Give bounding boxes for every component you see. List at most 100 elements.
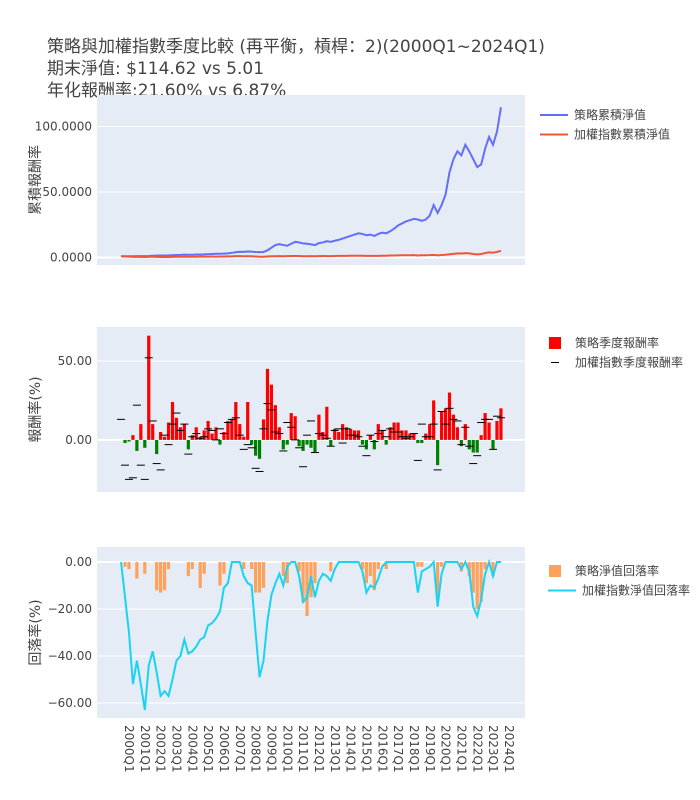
bar xyxy=(384,562,388,570)
bar xyxy=(210,433,214,440)
bar xyxy=(123,562,127,567)
bar xyxy=(471,562,475,593)
bar xyxy=(372,562,376,591)
bar xyxy=(186,562,190,577)
bar xyxy=(436,562,440,600)
bar xyxy=(143,439,147,448)
bar xyxy=(170,402,175,440)
bar xyxy=(309,439,313,448)
bar xyxy=(467,439,471,450)
x-tick-label: 2017Q1 xyxy=(391,725,405,773)
bar xyxy=(420,439,424,444)
bar xyxy=(250,439,254,445)
x-tick-label: 2012Q1 xyxy=(312,725,326,773)
x-tick-label: 2007Q1 xyxy=(233,725,247,773)
y-tick-label: 0.00 xyxy=(65,555,92,569)
y-tick-label: 0.00 xyxy=(65,433,92,447)
bar xyxy=(123,439,127,444)
x-tick-label: 2018Q1 xyxy=(407,725,421,773)
bar xyxy=(297,439,301,447)
bar xyxy=(159,432,163,440)
x-tick-label: 2001Q1 xyxy=(138,725,152,773)
bar xyxy=(420,562,424,567)
bar xyxy=(178,427,183,440)
bar xyxy=(139,424,143,440)
y-tick-label: 100.0000 xyxy=(35,119,92,133)
bar xyxy=(265,368,270,440)
bar xyxy=(400,430,404,440)
bar xyxy=(135,439,139,451)
bar xyxy=(222,562,226,574)
bar xyxy=(257,439,262,459)
bar xyxy=(166,562,171,570)
x-tick-label: 2013Q1 xyxy=(328,725,342,773)
bar xyxy=(250,562,254,570)
legend-label: 加權指數淨值回落率 xyxy=(582,583,690,598)
bar xyxy=(127,439,131,442)
bar xyxy=(214,427,218,440)
bar xyxy=(475,439,479,453)
bar xyxy=(388,427,392,440)
chart-title: 期末淨值: $114.62 vs 5.01 xyxy=(47,59,264,79)
bar xyxy=(341,424,345,440)
legend-label: 策略累積淨值 xyxy=(574,107,646,122)
bar xyxy=(222,432,226,440)
x-tick-label: 2005Q1 xyxy=(201,725,215,773)
bar xyxy=(305,562,309,617)
x-tick-label: 2009Q1 xyxy=(265,725,279,773)
bar xyxy=(333,428,337,440)
bar xyxy=(293,416,297,440)
bar xyxy=(273,405,277,440)
bar xyxy=(127,562,131,570)
bar xyxy=(261,562,266,588)
bar xyxy=(479,435,483,440)
line xyxy=(121,249,502,259)
bar xyxy=(487,422,491,440)
bar xyxy=(159,562,163,593)
bar xyxy=(384,439,388,445)
bar xyxy=(451,414,456,440)
bar xyxy=(254,562,258,593)
bar xyxy=(459,439,463,447)
x-tick-label: 2021Q1 xyxy=(454,725,468,773)
bar xyxy=(246,402,250,440)
x-tick-label: 2011Q1 xyxy=(296,725,310,773)
bar xyxy=(491,562,495,577)
legend-symbol xyxy=(549,565,561,577)
bar xyxy=(285,439,289,445)
bar xyxy=(281,439,285,450)
y-tick-label: −40.00 xyxy=(48,649,92,663)
x-tick-label: 2024Q1 xyxy=(502,725,516,773)
bar xyxy=(495,420,499,440)
bar xyxy=(396,422,400,440)
bar xyxy=(131,435,135,440)
bar xyxy=(198,562,202,588)
y-tick-label: −60.00 xyxy=(48,696,92,710)
bar xyxy=(190,562,194,570)
x-tick-label: 2022Q1 xyxy=(470,725,484,773)
bar xyxy=(459,562,463,572)
line xyxy=(120,558,501,711)
bar xyxy=(313,562,317,584)
bar xyxy=(432,400,436,440)
bar xyxy=(337,432,341,440)
bar xyxy=(238,424,242,440)
bar xyxy=(329,562,333,572)
bar xyxy=(257,562,262,593)
bar xyxy=(428,424,432,440)
bar xyxy=(166,422,171,440)
x-tick-label: 2020Q1 xyxy=(439,725,453,773)
bar xyxy=(202,430,206,440)
x-tick-label: 2015Q1 xyxy=(359,725,373,773)
y-tick-label: 0.0000 xyxy=(50,251,92,265)
y-tick-label: 50.00 xyxy=(58,354,92,368)
bar xyxy=(305,439,309,445)
x-tick-label: 2002Q1 xyxy=(154,725,168,773)
bar xyxy=(455,427,460,440)
bar xyxy=(202,562,206,574)
legend-label: 加權指數季度報酬率 xyxy=(575,355,683,370)
x-tick-label: 2006Q1 xyxy=(217,725,231,773)
x-tick-label: 2010Q1 xyxy=(280,725,294,773)
x-tick-label: 2000Q1 xyxy=(122,725,136,773)
line xyxy=(121,107,502,258)
